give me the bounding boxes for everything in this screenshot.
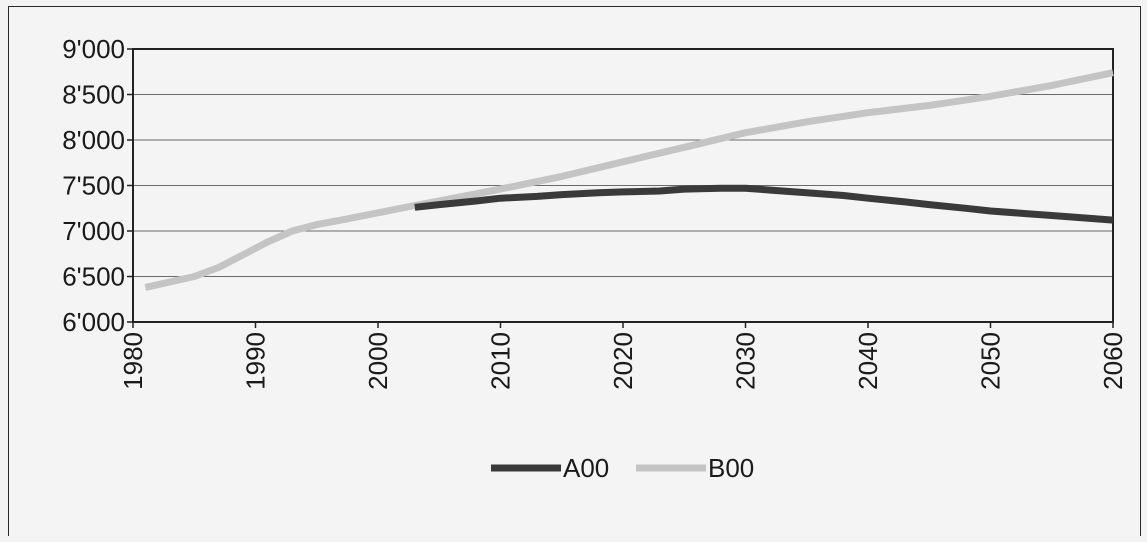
x-tick-label: 2030 xyxy=(731,332,761,390)
chart-frame: 6'000 6'500 7'000 7'500 8'000 8'500 9'000 1980… xyxy=(8,6,1141,536)
y-axis-tick-labels: 6'000 6'500 7'000 7'500 8'000 8'500 9'000 xyxy=(62,34,133,337)
series-lines xyxy=(144,69,1114,291)
y-tick-label: 6'000 xyxy=(62,307,125,337)
y-tick-label: 9'000 xyxy=(62,34,125,64)
legend-label-a00: A00 xyxy=(563,453,609,483)
x-tick-label: 2040 xyxy=(853,332,883,390)
y-tick-label: 8'500 xyxy=(62,80,125,110)
x-tick-label: 2020 xyxy=(608,332,638,390)
gridlines xyxy=(133,94,1113,277)
x-tick-label: 2010 xyxy=(486,332,516,390)
legend-label-b00: B00 xyxy=(708,453,754,483)
y-tick-label: 8'000 xyxy=(62,125,125,155)
x-axis-tick-labels: 1980 1990 2000 2010 2020 2030 2040 2050 2060 xyxy=(118,322,1128,390)
x-tick-label: 2050 xyxy=(976,332,1006,390)
y-tick-label: 6'500 xyxy=(62,262,125,292)
x-tick-label: 2000 xyxy=(363,332,393,390)
x-tick-label: 2060 xyxy=(1098,332,1128,390)
series-line-b00 xyxy=(144,69,1114,291)
legend: A00 B00 xyxy=(491,453,754,483)
x-tick-label: 1990 xyxy=(241,332,271,390)
y-tick-label: 7'000 xyxy=(62,216,125,246)
series-line-a00 xyxy=(414,184,1114,224)
y-tick-label: 7'500 xyxy=(62,171,125,201)
line-chart: 6'000 6'500 7'000 7'500 8'000 8'500 9'000 1980… xyxy=(62,34,1128,483)
x-tick-label: 1980 xyxy=(118,332,148,390)
